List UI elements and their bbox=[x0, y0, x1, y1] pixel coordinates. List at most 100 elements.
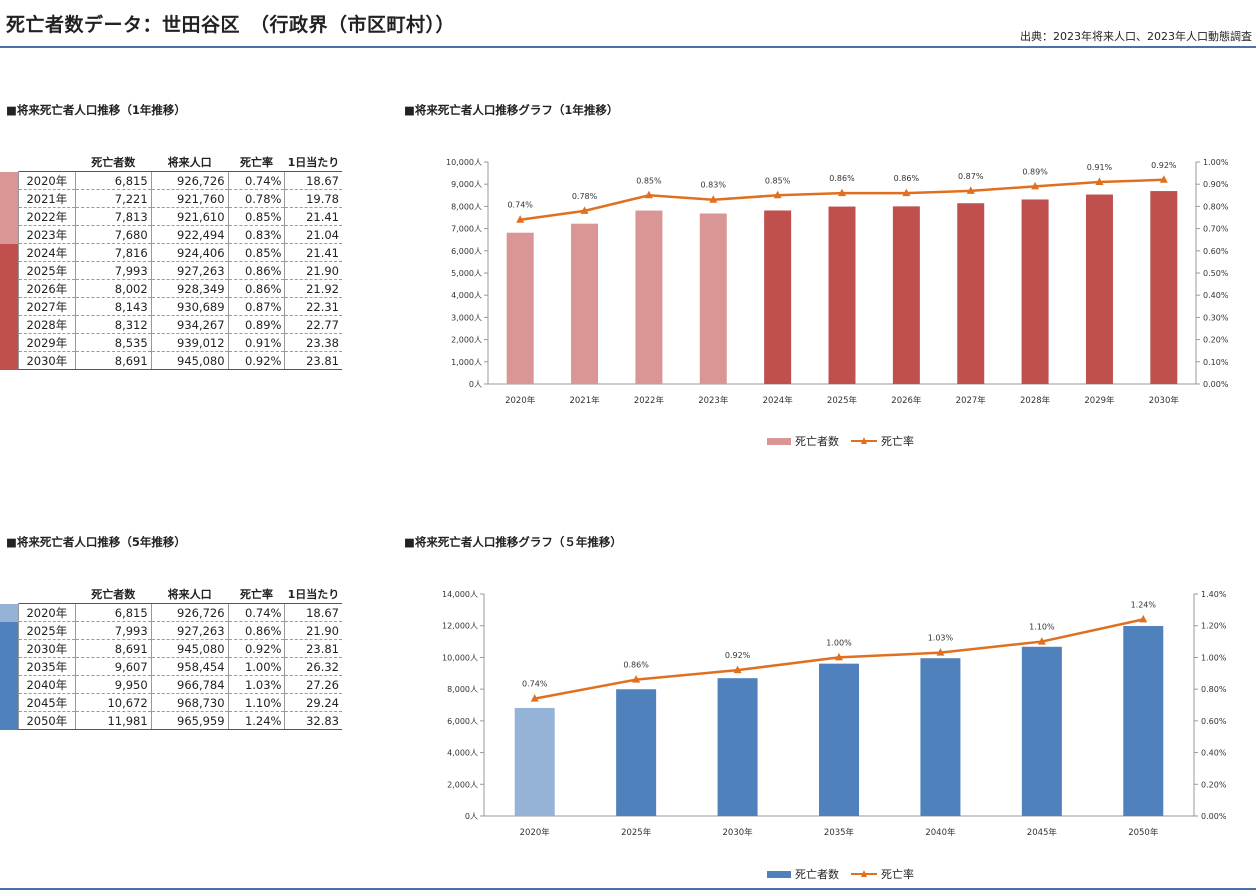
x-tick-label: 2027年 bbox=[956, 395, 987, 406]
rate-point bbox=[644, 190, 653, 199]
x-tick-label: 2029年 bbox=[1084, 395, 1115, 406]
x-tick-label: 2026年 bbox=[891, 395, 922, 406]
y2-tick-label: 0.40% bbox=[1201, 749, 1227, 758]
legend-bar-label: 死亡者数 bbox=[795, 435, 839, 448]
col-header-per-day: 1日当たり bbox=[287, 588, 340, 601]
rate-cell: 0.85% bbox=[227, 243, 285, 262]
year-cell: 2020年 bbox=[17, 171, 76, 190]
y-tick-label: 0人 bbox=[465, 812, 478, 821]
table-row: 2030年 8,691 945,080 0.92% 23.81 bbox=[0, 639, 342, 658]
table-row: 2020年 6,815 926,726 0.74% 18.67 bbox=[0, 171, 342, 190]
population-cell: 927,263 bbox=[150, 261, 229, 280]
x-tick-label: 2035年 bbox=[824, 827, 855, 838]
row-color-band bbox=[0, 711, 19, 730]
y-tick-label: 9,000人 bbox=[451, 180, 482, 189]
table-row: 2021年 7,221 921,760 0.78% 19.78 bbox=[0, 189, 342, 208]
population-cell: 966,784 bbox=[150, 675, 229, 694]
bar bbox=[892, 206, 920, 384]
rate-label: 0.85% bbox=[636, 176, 662, 185]
y2-tick-label: 1.00% bbox=[1203, 158, 1229, 167]
x-tick-label: 2030年 bbox=[1149, 395, 1180, 406]
y2-tick-label: 0.90% bbox=[1203, 180, 1229, 189]
per-day-cell: 23.81 bbox=[284, 639, 342, 658]
population-cell: 928,349 bbox=[150, 279, 229, 298]
per-day-cell: 21.90 bbox=[284, 261, 342, 280]
y2-tick-label: 0.00% bbox=[1203, 380, 1229, 389]
y-tick-label: 3,000人 bbox=[451, 313, 482, 322]
per-day-cell: 22.77 bbox=[284, 315, 342, 334]
row-color-band bbox=[0, 675, 19, 694]
table-row: 2045年 10,672 968,730 1.10% 29.24 bbox=[0, 693, 342, 712]
population-cell: 926,726 bbox=[150, 603, 229, 622]
rate-label: 0.74% bbox=[507, 201, 533, 210]
bar bbox=[717, 678, 758, 816]
y-tick-label: 8,000人 bbox=[451, 202, 482, 211]
year-cell: 2030年 bbox=[17, 351, 76, 370]
chart1-legend: 死亡者数 死亡率 bbox=[767, 433, 914, 449]
y-tick-label: 10,000人 bbox=[442, 653, 478, 662]
year-cell: 2023年 bbox=[17, 225, 76, 244]
x-tick-label: 2024年 bbox=[763, 395, 794, 406]
rate-cell: 1.00% bbox=[227, 657, 285, 676]
population-cell: 922,494 bbox=[150, 225, 229, 244]
deaths-cell: 8,312 bbox=[74, 315, 152, 334]
rate-cell: 1.03% bbox=[227, 675, 285, 694]
chart1: 0人 1,000人 2,000人 3,000人 4,000人 5,000人 6,000人 7,… bbox=[440, 150, 1240, 415]
y2-tick-label: 0.20% bbox=[1201, 780, 1227, 789]
x-tick-label: 2025年 bbox=[621, 827, 652, 838]
table-row: 2020年 6,815 926,726 0.74% 18.67 bbox=[0, 603, 342, 622]
year-cell: 2029年 bbox=[17, 333, 76, 352]
bar bbox=[764, 210, 792, 384]
rate-point bbox=[530, 694, 539, 702]
col-header-rate: 死亡率 bbox=[240, 156, 274, 169]
table-row: 2022年 7,813 921,610 0.85% 21.41 bbox=[0, 207, 342, 226]
rate-label: 0.85% bbox=[765, 176, 791, 185]
y-tick-label: 5,000人 bbox=[451, 269, 482, 278]
per-day-cell: 23.38 bbox=[284, 333, 342, 352]
per-day-cell: 19.78 bbox=[284, 189, 342, 208]
bar bbox=[571, 223, 599, 384]
rate-point bbox=[835, 652, 843, 661]
y-tick-label: 0人 bbox=[469, 380, 482, 389]
row-color-band bbox=[0, 261, 19, 280]
x-tick-label: 2040年 bbox=[925, 827, 956, 838]
rate-point bbox=[936, 648, 945, 656]
population-cell: 926,726 bbox=[150, 171, 229, 190]
year-cell: 2022年 bbox=[17, 207, 76, 226]
y2-tick-label: 0.60% bbox=[1203, 247, 1229, 256]
table1-title: ■将来死亡者人口推移（1年推移） bbox=[6, 103, 186, 117]
y2-tick-label: 1.00% bbox=[1201, 653, 1227, 662]
deaths-cell: 9,950 bbox=[74, 675, 152, 694]
row-color-band bbox=[0, 297, 19, 316]
rate-label: 0.86% bbox=[894, 174, 920, 183]
table-row: 2029年 8,535 939,012 0.91% 23.38 bbox=[0, 333, 342, 352]
rate-point bbox=[1037, 637, 1046, 645]
population-cell: 927,263 bbox=[150, 621, 229, 640]
deaths-cell: 11,981 bbox=[74, 711, 152, 730]
x-tick-label: 2025年 bbox=[827, 395, 858, 406]
rate-cell: 0.86% bbox=[227, 621, 285, 640]
rate-label: 0.74% bbox=[522, 680, 548, 689]
row-color-band bbox=[0, 243, 19, 262]
y2-tick-label: 0.50% bbox=[1203, 269, 1229, 278]
population-cell: 921,610 bbox=[150, 207, 229, 226]
per-day-cell: 22.31 bbox=[284, 297, 342, 316]
deaths-cell: 8,691 bbox=[74, 639, 152, 658]
rate-point bbox=[966, 186, 975, 194]
deaths-cell: 7,993 bbox=[74, 621, 152, 640]
rate-label: 0.86% bbox=[829, 174, 855, 183]
rate-cell: 0.83% bbox=[227, 225, 285, 244]
per-day-cell: 29.24 bbox=[284, 693, 342, 712]
row-color-band bbox=[0, 603, 19, 622]
footer-line bbox=[0, 888, 1256, 890]
page-header: 死亡者数データ：世田谷区 （行政界（市区町村）） 出典：2023年将来人口、20… bbox=[0, 0, 1256, 48]
rate-point bbox=[709, 195, 718, 203]
chart2-legend: 死亡者数 死亡率 bbox=[767, 866, 914, 882]
bar bbox=[635, 210, 663, 384]
population-cell: 958,454 bbox=[150, 657, 229, 676]
x-tick-label: 2023年 bbox=[698, 395, 729, 406]
bar bbox=[819, 663, 859, 816]
rate-label: 0.78% bbox=[572, 192, 598, 201]
row-color-band bbox=[0, 657, 19, 676]
x-tick-label: 2020年 bbox=[520, 827, 551, 838]
